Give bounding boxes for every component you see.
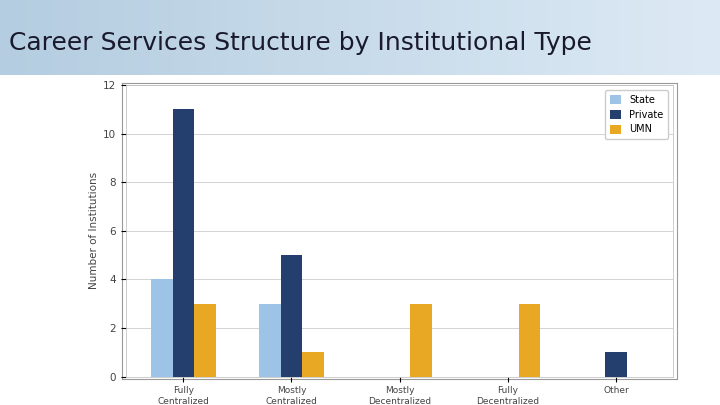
Bar [518,304,540,377]
Bar [605,352,626,377]
Bar [410,304,432,377]
Bar [173,109,194,377]
Bar [281,255,302,377]
Bar [151,279,173,377]
Legend: State, Private, UMN: State, Private, UMN [605,90,668,139]
Bar [302,352,324,377]
Bar [259,304,281,377]
Bar [194,304,216,377]
Y-axis label: Number of Institutions: Number of Institutions [89,172,99,290]
Text: Career Services Structure by Institutional Type: Career Services Structure by Institution… [9,32,592,55]
